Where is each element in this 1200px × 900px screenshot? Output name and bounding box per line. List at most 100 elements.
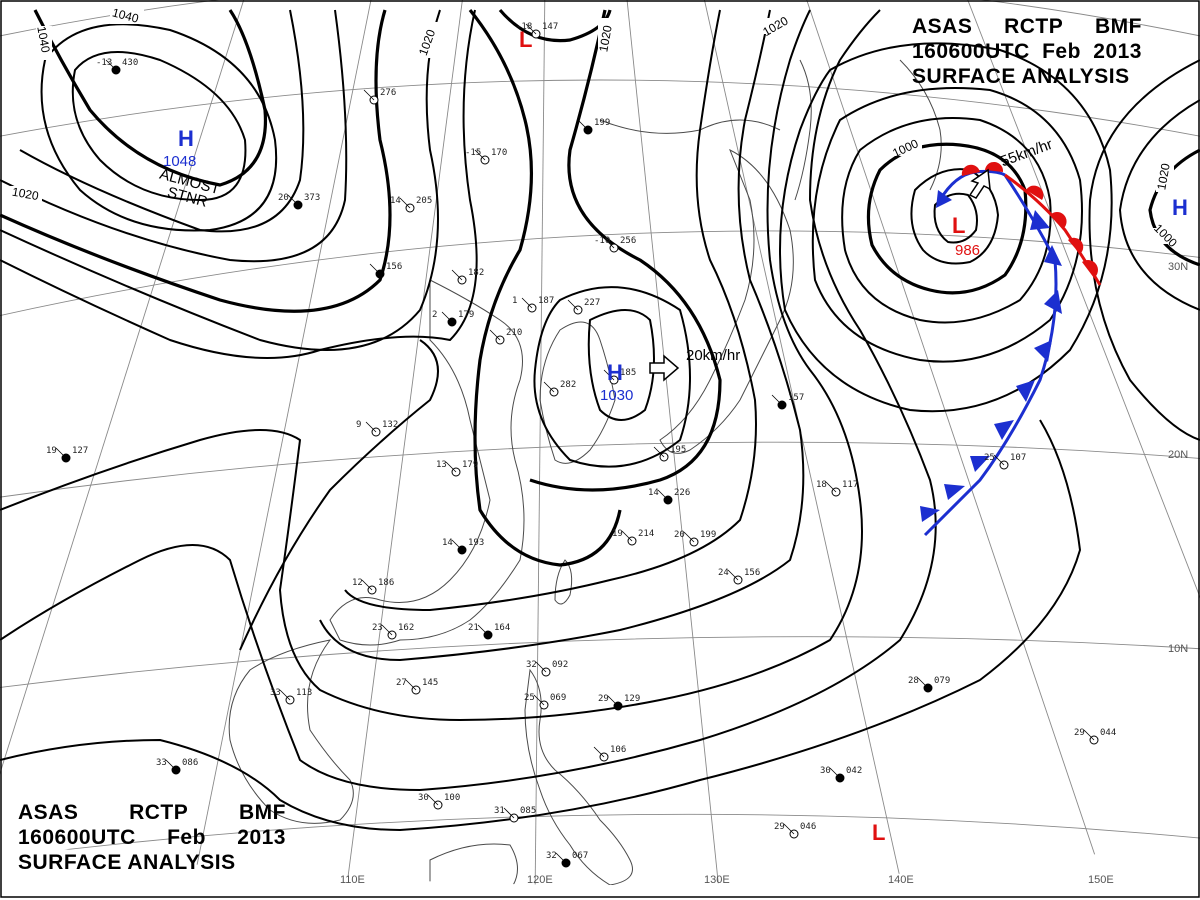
isobar-1040 — [33, 9, 268, 187]
station-plot: 067 32 — [546, 851, 588, 868]
wind-barb — [451, 539, 463, 551]
station-pressure: 185 — [620, 368, 636, 378]
wind-barb — [533, 694, 545, 706]
warm-bump — [961, 164, 980, 176]
station-plot: 092 32 — [526, 660, 568, 677]
wind-barb — [441, 311, 453, 323]
wind-barb — [825, 481, 837, 493]
station-pressure: 210 — [506, 328, 522, 338]
high-symbol: H — [178, 126, 194, 151]
wind-barb — [445, 461, 457, 473]
station-temperature: 32 — [526, 660, 537, 670]
warm-bump — [1026, 185, 1044, 200]
station-plot: 193 14 — [442, 538, 484, 555]
isobar-east-1020 — [529, 9, 722, 492]
station-pressure: 430 — [122, 58, 138, 68]
station-temperature: 24 — [718, 568, 729, 578]
header-issuer: RCTP — [129, 801, 189, 824]
station-pressure: 117 — [842, 480, 858, 490]
station-plot: 199 20 — [674, 530, 716, 547]
station-temperature: 29 — [1074, 728, 1085, 738]
wind-barb — [555, 852, 567, 864]
isobar-siberian-high-inner — [71, 51, 247, 201]
warm-bump — [1050, 211, 1067, 228]
high-symbol: H — [607, 360, 623, 385]
station-pressure: 170 — [491, 148, 507, 158]
coast-indochina — [228, 639, 354, 824]
isobar-label: 1040 — [34, 25, 52, 54]
station-pressure: 199 — [700, 530, 716, 540]
high-pressure-value: 1048 — [163, 153, 196, 170]
station-pressure: 092 — [552, 660, 568, 670]
wind-barb — [1083, 729, 1095, 741]
station-pressure: 044 — [1100, 728, 1116, 738]
wind-barb — [399, 197, 411, 209]
wind-barb — [427, 794, 439, 806]
cold-barb — [970, 456, 990, 472]
station-temperature: 14 — [442, 538, 453, 548]
station-pressure: 205 — [416, 196, 432, 206]
station-plot: 179 13 — [436, 460, 478, 477]
station-pressure: 186 — [378, 578, 394, 588]
wind-barb — [381, 624, 393, 636]
wind-barb — [603, 237, 615, 249]
coordinate-labels: 110E 120E 130E 140E 150E 30N 20N 10N — [340, 261, 1188, 886]
isobar-1020-west — [0, 9, 392, 313]
wind-barb — [607, 695, 619, 707]
warm-bump — [1068, 237, 1084, 254]
cold-barb — [994, 420, 1014, 440]
wind-barb — [474, 149, 486, 161]
movement-speed: 20km/hr — [686, 347, 740, 364]
meridian-130e — [624, 0, 721, 885]
longitude-label: 140E — [888, 874, 914, 886]
coast-korea — [539, 321, 616, 464]
high-pressure-value: 1030 — [600, 387, 633, 404]
header-line-3: SURFACE ANALYSIS — [912, 64, 1142, 89]
header-issuer: RCTP — [1004, 15, 1064, 38]
meridian-120e — [534, 0, 546, 885]
wind-barb — [657, 489, 669, 501]
station-temperature: 19 — [612, 529, 623, 539]
station-plot: 199 — [577, 118, 610, 135]
coast-kamchatka — [899, 59, 942, 191]
wind-barb — [405, 679, 417, 691]
wind-barb — [105, 59, 117, 71]
wind-barb — [603, 369, 615, 381]
station-temperature: 28 — [908, 676, 919, 686]
station-pressure: 106 — [610, 745, 626, 755]
station-plot: 086 33 — [156, 758, 198, 775]
station-plot: 227 — [567, 298, 600, 315]
wind-barb — [363, 89, 375, 101]
station-plot: 147 -18 — [516, 22, 558, 39]
station-temperature: 2 — [432, 310, 437, 320]
station-temperature: 19 — [46, 446, 57, 456]
cold-barb — [944, 484, 965, 500]
isobar-south-2 — [0, 9, 863, 721]
parallel-10n — [0, 636, 1200, 691]
station-plot: 373 20 — [278, 193, 320, 210]
station-temperature: 18 — [816, 480, 827, 490]
header-office: BMF — [1095, 15, 1142, 38]
station-plot: 156 — [369, 262, 402, 279]
station-temperature: 27 — [396, 678, 407, 688]
station-plot: 226 14 — [648, 488, 690, 505]
station-pressure: 162 — [398, 623, 414, 633]
station-plot: 185 — [603, 368, 636, 385]
header-product: ASAS — [912, 15, 973, 38]
cold-barb — [1030, 210, 1050, 230]
station-pressure: 086 — [182, 758, 198, 768]
header-office: BMF — [239, 801, 286, 824]
station-pressure: 127 — [72, 446, 88, 456]
wind-barb — [369, 263, 381, 275]
longitude-label: 120E — [527, 874, 553, 886]
meridian-90e — [0, 0, 251, 885]
longitude-label: 150E — [1088, 874, 1114, 886]
station-plot: 276 — [363, 88, 396, 105]
station-pressure: 182 — [468, 268, 484, 278]
station-plot: 170 -15 — [465, 148, 507, 165]
station-temperature: 33 — [156, 758, 167, 768]
station-plot: 069 25 — [524, 693, 566, 710]
meridian-100e — [189, 0, 376, 885]
